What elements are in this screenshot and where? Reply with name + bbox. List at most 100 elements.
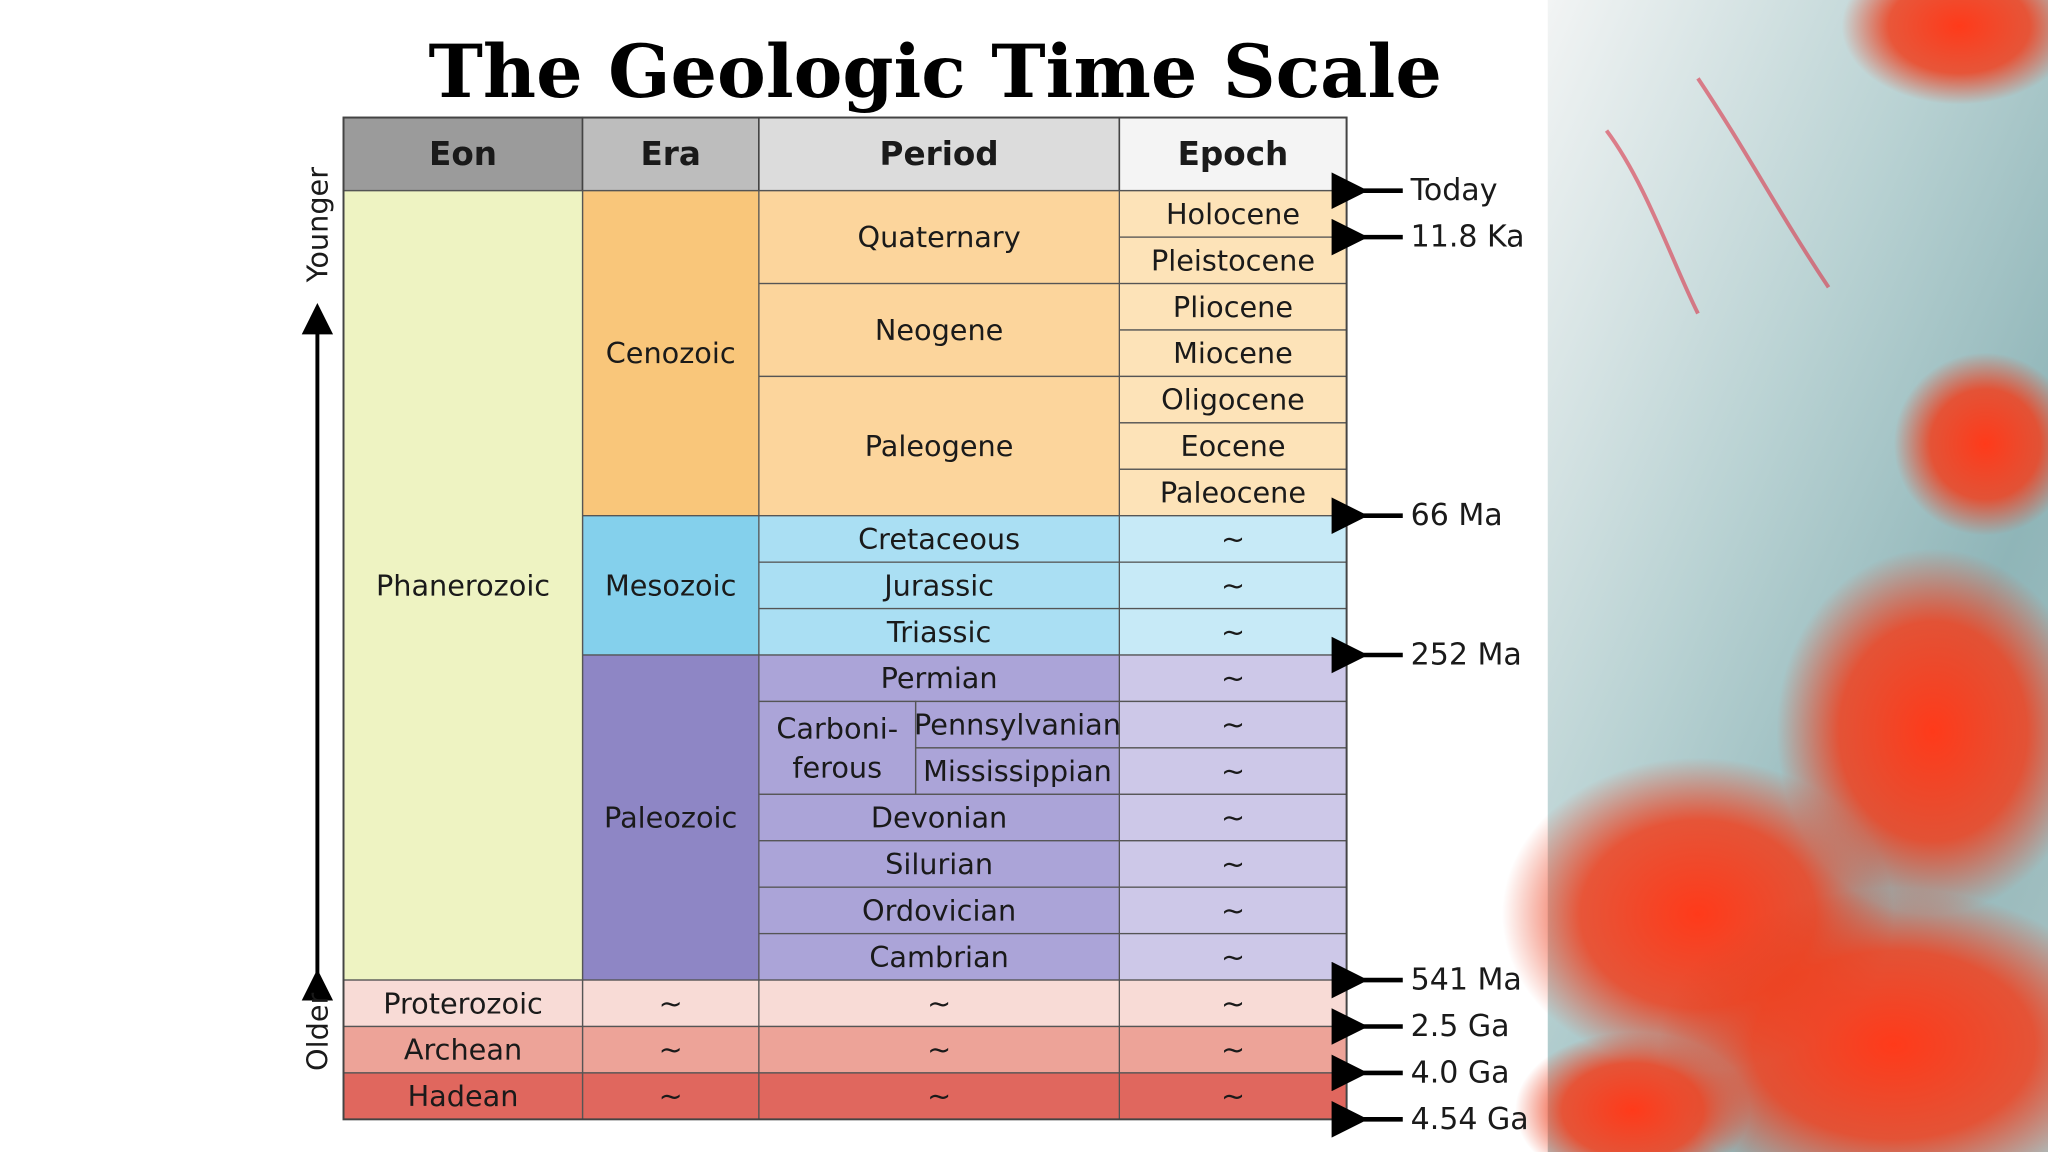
era-cell — [581, 979, 760, 1028]
epoch-label: ~ — [1221, 754, 1245, 788]
eon-cell — [342, 190, 584, 981]
epoch-label: Miocene — [1173, 336, 1293, 370]
epoch-label: ~ — [1221, 893, 1245, 927]
period-cell — [758, 190, 1120, 285]
header-label: Era — [640, 135, 700, 173]
marker-label: 11.8 Ka — [1411, 220, 1525, 255]
age-axis: Younger Older — [300, 167, 334, 1071]
period-cell — [758, 1025, 1120, 1074]
period-label: Devonian — [871, 801, 1007, 835]
marker-label: 252 Ma — [1411, 638, 1522, 673]
era-label: ~ — [659, 986, 683, 1020]
epoch-cell — [1118, 515, 1348, 563]
epoch-label: ~ — [1221, 940, 1245, 974]
period-cell — [758, 515, 1120, 563]
eon-label: Phanerozoic — [376, 568, 550, 602]
marker-label: 2.5 Ga — [1411, 1009, 1510, 1044]
epoch-label: ~ — [1221, 847, 1245, 881]
epoch-cell — [1118, 561, 1348, 610]
axis-bottom-label: Older — [300, 993, 334, 1071]
subperiod-label: Pennsylvanian — [914, 708, 1121, 742]
time-scale-table: Eon Era Period Epoch Holocene Pleistocene Quat… — [342, 116, 1348, 1121]
epoch-label: Oligocene — [1161, 383, 1305, 417]
era-label: ~ — [659, 1079, 683, 1113]
period-label: Jurassic — [882, 568, 994, 602]
period-label: Permian — [881, 661, 998, 695]
eon-cell — [342, 1072, 584, 1121]
epoch-label: Eocene — [1180, 429, 1285, 463]
period-label: Paleogene — [865, 429, 1014, 463]
epoch-label: Paleocene — [1160, 476, 1306, 510]
epoch-label: ~ — [1221, 568, 1245, 602]
epoch-cell — [1118, 886, 1348, 935]
era-label: Cenozoic — [606, 336, 736, 370]
era-label: ~ — [659, 1033, 683, 1067]
epoch-label: ~ — [1221, 1079, 1245, 1113]
marker-label: 541 Ma — [1411, 963, 1522, 998]
table-border — [342, 116, 1348, 1121]
period-cell — [758, 282, 1120, 378]
era-cell — [581, 190, 760, 517]
subperiod-cell — [914, 747, 1120, 795]
era-cell — [581, 1025, 760, 1074]
period-cell — [758, 840, 1120, 888]
epoch-label: ~ — [1221, 986, 1245, 1020]
subperiod-label: Mississippian — [923, 754, 1112, 788]
eon-cell — [342, 1025, 584, 1074]
epoch-cell — [1118, 1072, 1348, 1121]
age-markers: Today 11.8 Ka 66 Ma 252 Ma 541 Ma 2.5 Ga 4.0 G… — [1331, 172, 1529, 1138]
period-label: ferous — [792, 750, 882, 784]
epoch-cell — [1118, 607, 1348, 656]
epoch-label: Holocene — [1166, 197, 1300, 231]
epoch-cell — [1118, 329, 1348, 378]
period-cell — [758, 375, 1120, 517]
axis-top-label: Younger — [300, 167, 334, 284]
period-cell — [758, 654, 1120, 703]
period-cell — [758, 1072, 1120, 1121]
marker-label: 66 Ma — [1411, 498, 1503, 533]
marker-label: Today — [1410, 173, 1498, 208]
marker-label: 4.0 Ga — [1411, 1055, 1510, 1090]
header-label: Epoch — [1178, 135, 1289, 173]
eon-label: Hadean — [408, 1079, 519, 1113]
period-label: Silurian — [885, 847, 993, 881]
epoch-cell — [1118, 932, 1348, 981]
period-label: Carboni- — [776, 711, 898, 745]
period-cell — [758, 886, 1120, 935]
period-label: ~ — [927, 1033, 951, 1067]
period-label: Quaternary — [857, 220, 1020, 254]
period-label: ~ — [927, 986, 951, 1020]
eon-label: Proterozoic — [383, 986, 543, 1020]
era-label: Mesozoic — [605, 568, 736, 602]
epoch-label: Pleistocene — [1151, 243, 1315, 277]
epoch-cell — [1118, 375, 1348, 424]
epoch-label: ~ — [1221, 801, 1245, 835]
period-label: Triassic — [886, 615, 991, 649]
epoch-cell — [1118, 979, 1348, 1028]
header-label: Period — [880, 135, 999, 173]
period-cell — [758, 932, 1120, 981]
background-art — [1502, 0, 2048, 1152]
epoch-cell — [1118, 700, 1348, 749]
period-cell — [758, 561, 1120, 610]
era-label: Paleozoic — [604, 801, 737, 835]
title: The Geologic Time Scale — [429, 29, 1442, 115]
epoch-label: Pliocene — [1173, 290, 1293, 324]
period-label: ~ — [927, 1079, 951, 1113]
epoch-label: ~ — [1221, 708, 1245, 742]
epoch-label: ~ — [1221, 522, 1245, 556]
epoch-label: ~ — [1221, 1033, 1245, 1067]
epoch-label: ~ — [1221, 661, 1245, 695]
eon-cell — [342, 979, 584, 1028]
header-cell — [342, 116, 584, 192]
header-label: Eon — [429, 135, 497, 173]
marker-label: 4.54 Ga — [1411, 1102, 1529, 1137]
period-label: Ordovician — [862, 893, 1016, 927]
era-cell — [581, 515, 760, 656]
epoch-label: ~ — [1221, 615, 1245, 649]
period-label: Cambrian — [869, 940, 1008, 974]
eon-label: Archean — [404, 1033, 522, 1067]
subperiod-cell — [914, 700, 1120, 749]
